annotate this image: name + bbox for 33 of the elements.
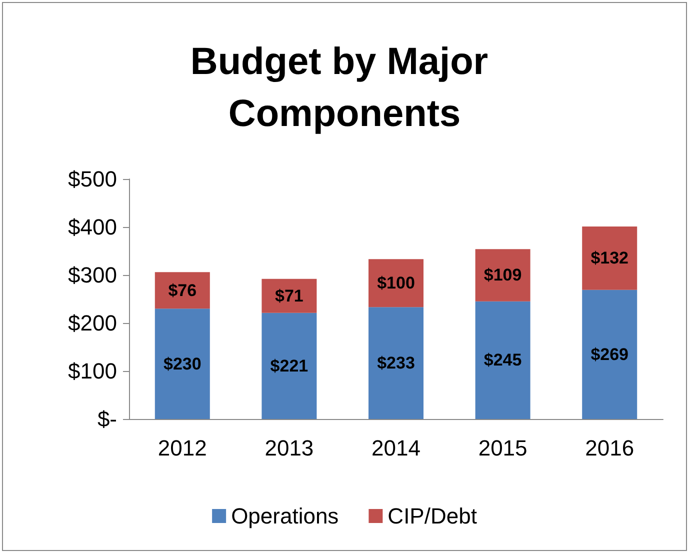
data-label: $233 (377, 354, 415, 373)
data-label: $230 (163, 354, 202, 374)
bar (475, 249, 530, 302)
bar (582, 290, 638, 419)
data-label: $269 (590, 344, 629, 364)
x-tick-label: 2015 (478, 436, 528, 460)
y-tick-label: $400 (68, 214, 117, 240)
bar (262, 278, 317, 313)
data-label: $100 (377, 274, 415, 293)
x-tick-label: 2013 (264, 436, 314, 460)
x-tick-label: 2012 (158, 436, 207, 460)
bar (154, 308, 210, 419)
y-tick-label: $- (97, 406, 117, 432)
bar (368, 307, 424, 419)
chart-title: Budget by Major Components (190, 41, 499, 135)
y-tick-label: $200 (68, 310, 117, 336)
legend-label: CIP/Debt (388, 504, 477, 528)
bar (262, 312, 317, 419)
y-tick-label: $100 (68, 358, 117, 384)
y-tick-label: $500 (68, 166, 117, 192)
x-tick-label: 2014 (372, 436, 420, 460)
legend-label: Operations (231, 504, 339, 528)
x-tick-label: 2016 (585, 436, 634, 460)
data-label: $132 (590, 248, 629, 268)
data-label: $76 (168, 280, 197, 300)
data-label: $109 (484, 266, 522, 285)
data-label: $71 (275, 286, 304, 306)
bar (582, 226, 638, 290)
y-tick-label: $300 (68, 262, 117, 288)
bar (475, 301, 530, 419)
data-label: $245 (484, 350, 522, 370)
bar (154, 272, 210, 309)
data-label: $221 (270, 356, 308, 376)
